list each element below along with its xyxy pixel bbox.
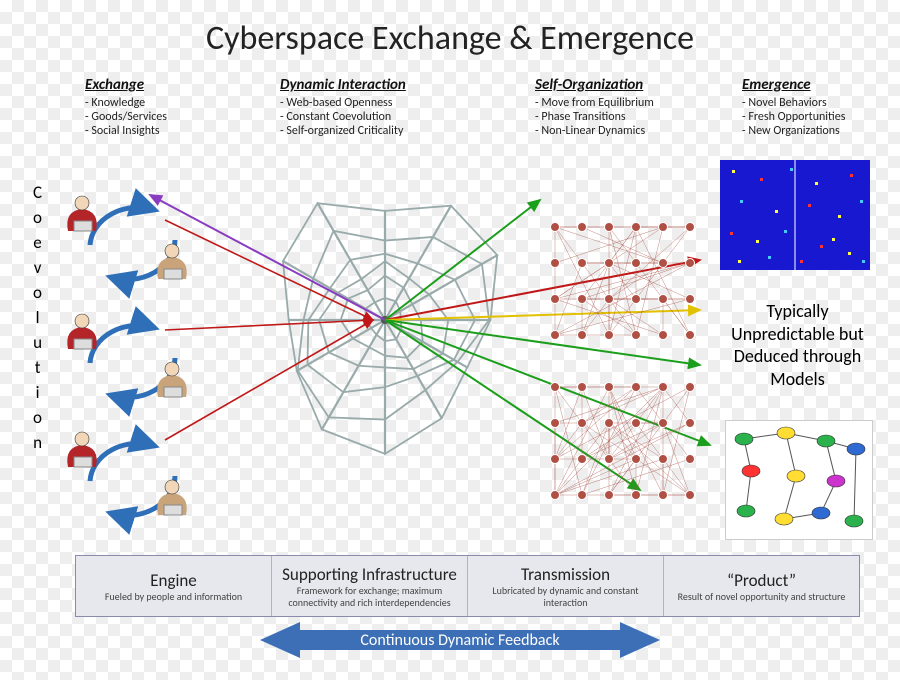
column-items: KnowledgeGoods/ServicesSocial Insights [85,96,167,138]
strip-cell: EngineFueled by people and information [76,556,272,616]
spider-web [240,170,530,460]
column-items: Web-based OpennessConstant CoevolutionSe… [280,96,403,138]
bottom-strip: EngineFueled by people and informationSu… [75,555,860,617]
page-title: Cyberspace Exchange & Emergence [0,18,900,59]
strip-cell: “Product”Result of novel opportunity and… [664,556,859,616]
vertical-label-coevolution: Coevolution [33,182,42,453]
strip-cell: Supporting InfrastructureFramework for e… [272,556,468,616]
people-cycles [60,185,215,539]
column-head: Exchange [85,76,144,94]
column-head: Dynamic Interaction [280,76,406,94]
feedback-label: Continuous Dynamic Feedback [360,631,559,650]
model-diagram [725,420,873,540]
column-items: Move from EquilibriumPhase TransitionsNo… [535,96,654,138]
column-head: Emergence [742,76,811,94]
strip-cell: TransmissionLubricated by dynamic and co… [468,556,664,616]
feedback-arrow: Continuous Dynamic Feedback [260,622,660,658]
emergence-heatmap [720,160,870,270]
slide: Cyberspace Exchange & Emergence Coevolut… [0,0,900,680]
emergence-note: Typically Unpredictable but Deduced thro… [720,300,875,390]
column-items: Novel BehaviorsFresh OpportunitiesNew Or… [742,96,845,138]
column-head: Self-Organization [535,76,643,94]
